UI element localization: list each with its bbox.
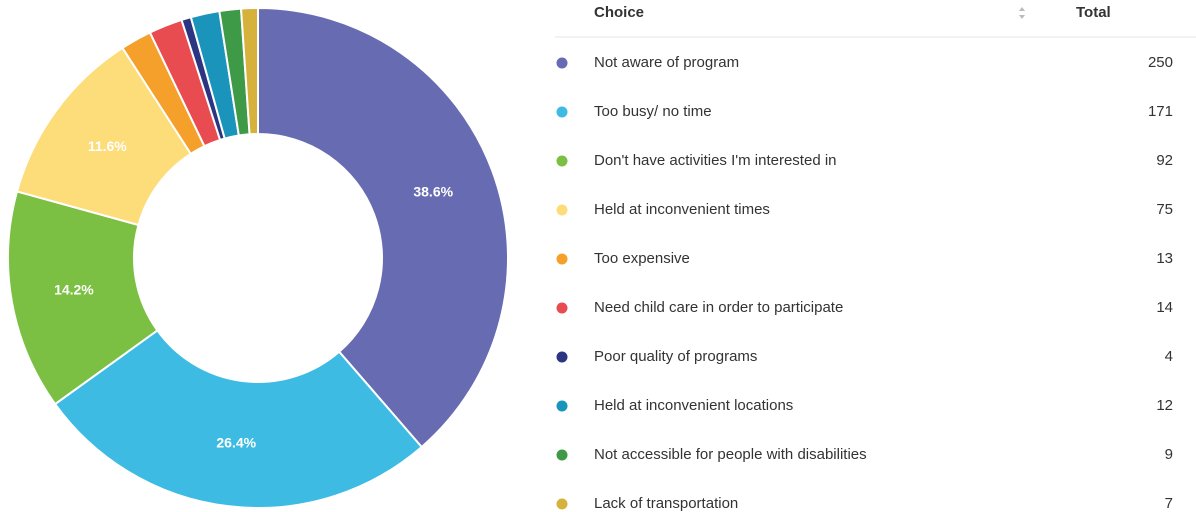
total-value: 250 (1148, 54, 1173, 71)
legend-dot (556, 302, 568, 314)
slice-label: 38.6% (413, 183, 453, 199)
total-value: 75 (1156, 201, 1173, 218)
choice-label: Need child care in order to participate (594, 299, 843, 316)
total-value: 9 (1165, 446, 1173, 463)
slice (239, 6, 259, 136)
total-value: 171 (1148, 103, 1173, 120)
choice-label: Too busy/ no time (594, 103, 712, 120)
header-total: Total (1076, 4, 1111, 21)
legend-dot (556, 106, 568, 118)
slice (7, 190, 159, 406)
choice-label: Don't have activities I'm interested in (594, 152, 837, 169)
legend-dot (556, 449, 568, 461)
total-value: 92 (1156, 152, 1173, 169)
total-value: 4 (1165, 348, 1173, 365)
legend-dot (556, 253, 568, 265)
choice-label: Poor quality of programs (594, 348, 757, 365)
legend-dot (556, 351, 568, 363)
choice-label: Held at inconvenient locations (594, 397, 793, 414)
slice (257, 6, 509, 449)
legend-dot (556, 57, 568, 69)
legend-dot (556, 155, 568, 167)
total-value: 12 (1156, 397, 1173, 414)
choice-label: Not accessible for people with disabilit… (594, 446, 867, 463)
slice-label: 14.2% (54, 282, 94, 298)
legend-dot (556, 204, 568, 216)
sort-icon[interactable] (1019, 7, 1025, 19)
total-value: 7 (1165, 495, 1173, 512)
choice-label: Not aware of program (594, 54, 739, 71)
total-value: 13 (1156, 250, 1173, 267)
choice-label: Lack of transportation (594, 495, 738, 512)
sort-down[interactable] (1019, 15, 1025, 19)
legend-dot (556, 498, 568, 510)
slice-label: 11.6% (88, 138, 127, 154)
sort-up[interactable] (1019, 7, 1025, 11)
choice-label: Held at inconvenient times (594, 201, 770, 218)
slice-label: 26.4% (216, 434, 256, 450)
total-value: 14 (1156, 299, 1173, 316)
legend-dot (556, 400, 568, 412)
header-choice: Choice (594, 4, 644, 21)
choice-label: Too expensive (594, 250, 690, 267)
slice (53, 329, 424, 509)
